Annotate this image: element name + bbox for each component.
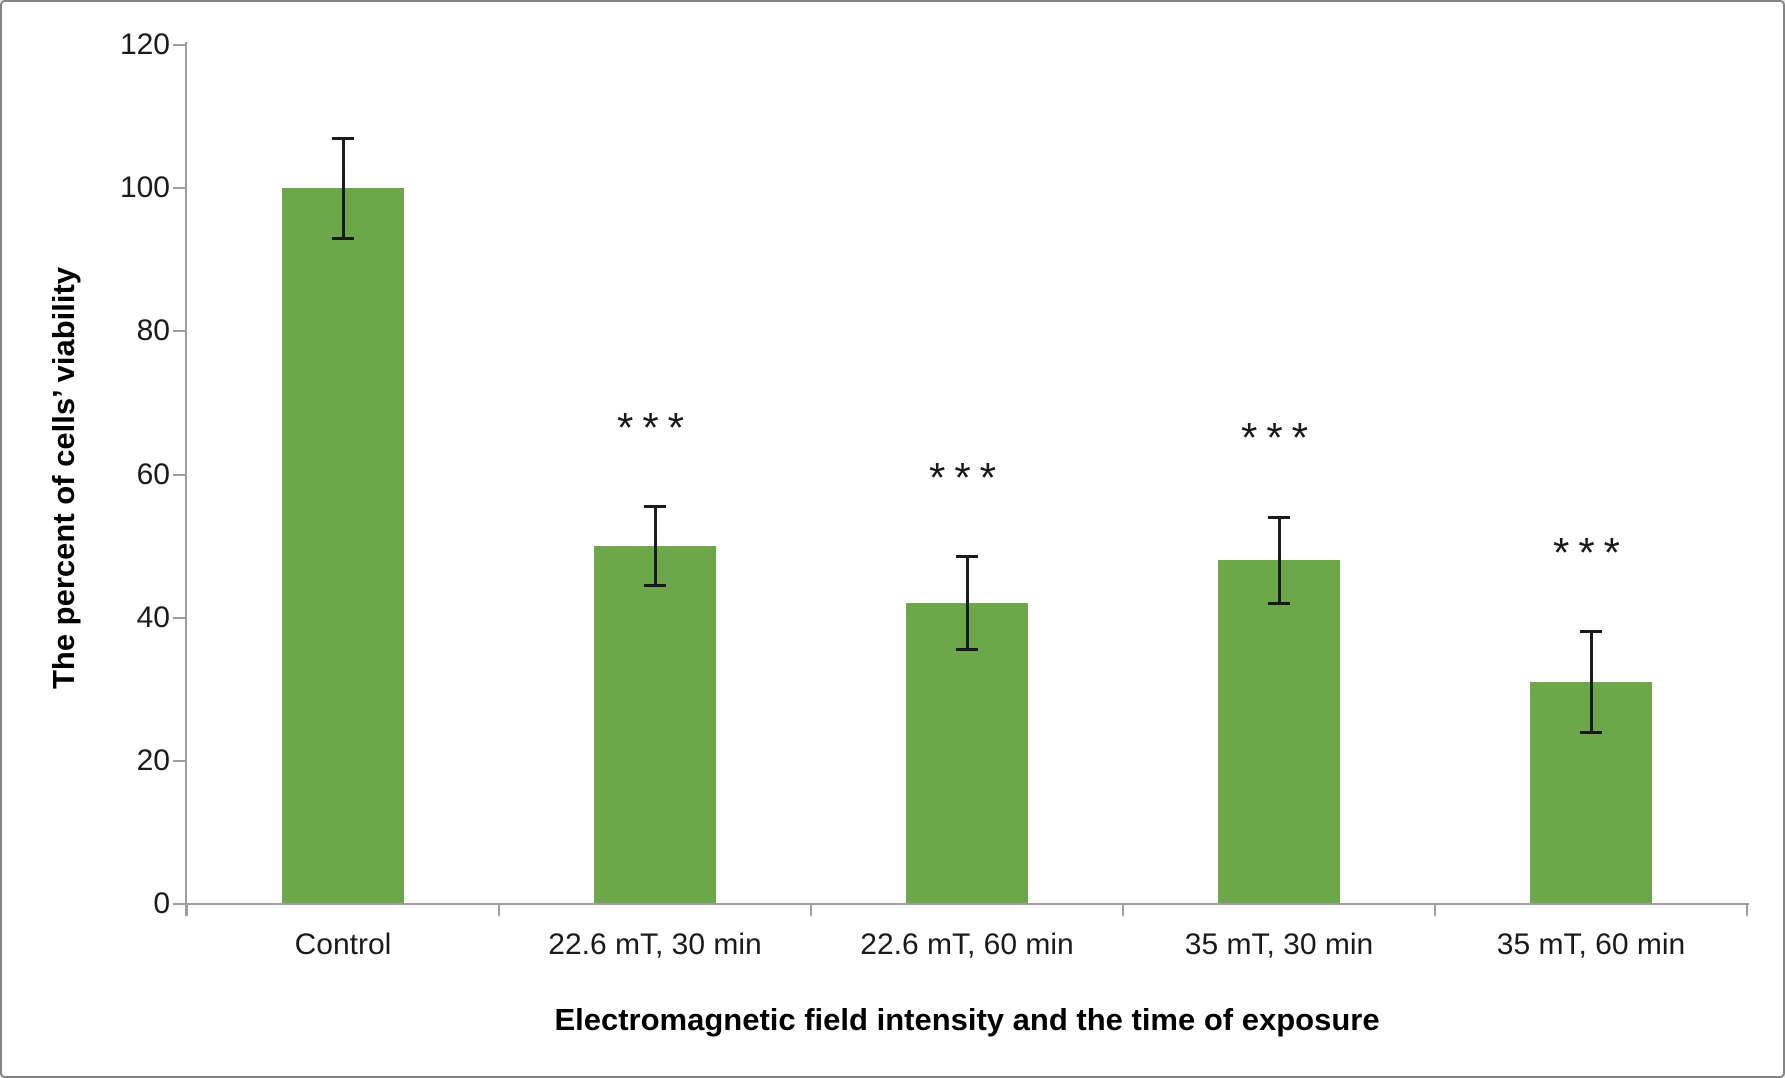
- error-bar-cap: [1580, 730, 1602, 734]
- bar: [282, 188, 404, 904]
- error-bar-cap: [332, 236, 354, 240]
- x-tick-label: 35 mT, 60 min: [1496, 928, 1686, 961]
- significance-stars: ***: [1552, 528, 1630, 576]
- y-axis-tick-mark: [173, 616, 185, 619]
- error-bar-cap: [1580, 630, 1602, 634]
- error-bar-cap: [956, 648, 978, 652]
- x-tick-label: Control: [294, 928, 392, 961]
- bar: [906, 603, 1028, 904]
- error-bar-line: [341, 138, 345, 239]
- significance-stars: ***: [928, 453, 1006, 501]
- error-bar-cap: [1268, 601, 1290, 605]
- y-axis-tick-mark: [173, 44, 185, 46]
- y-tick-label: 80: [136, 314, 170, 348]
- error-bar-line: [1589, 631, 1593, 733]
- x-axis-tick-mark: [1122, 904, 1124, 916]
- x-tick-label: 35 mT, 30 min: [1184, 928, 1374, 961]
- y-tick-label: 0: [153, 887, 170, 920]
- y-tick-label: 120: [119, 28, 170, 61]
- error-bar-cap: [956, 555, 978, 559]
- x-tick-label: 22.6 mT, 60 min: [860, 928, 1074, 961]
- error-bar-cap: [1268, 515, 1290, 519]
- x-tick-label: 22.6 mT, 30 min: [548, 928, 762, 961]
- x-axis-title: Electromagnetic field intensity and the …: [554, 1002, 1380, 1037]
- y-axis-line: [185, 42, 187, 916]
- bar: [594, 546, 716, 904]
- x-axis-tick-mark: [498, 904, 500, 916]
- y-tick-label: 60: [136, 457, 170, 491]
- x-axis-line: [185, 903, 1749, 905]
- x-axis-tick-mark: [186, 904, 188, 916]
- x-axis-tick-mark: [1746, 904, 1748, 916]
- error-bar-line: [653, 506, 657, 586]
- y-axis-tick-mark: [173, 330, 185, 333]
- x-axis-tick-mark: [1434, 904, 1436, 916]
- error-bar-cap: [332, 136, 354, 140]
- y-axis-tick-mark: [173, 759, 185, 762]
- error-bar-cap: [644, 505, 666, 509]
- significance-stars: ***: [1240, 414, 1318, 462]
- y-axis-tick-mark: [173, 187, 185, 190]
- error-bar-line: [965, 556, 969, 650]
- y-tick-label: 100: [119, 171, 170, 205]
- y-axis-tick-mark: [173, 473, 185, 476]
- error-bar-line: [1277, 517, 1281, 604]
- x-axis-tick-mark: [810, 904, 812, 916]
- y-tick-label: 40: [136, 600, 170, 634]
- y-axis-tick-mark: [173, 903, 185, 905]
- error-bar-cap: [644, 583, 666, 587]
- significance-stars: ***: [616, 403, 694, 451]
- bar: [1218, 560, 1340, 904]
- y-tick-label: 20: [136, 743, 170, 777]
